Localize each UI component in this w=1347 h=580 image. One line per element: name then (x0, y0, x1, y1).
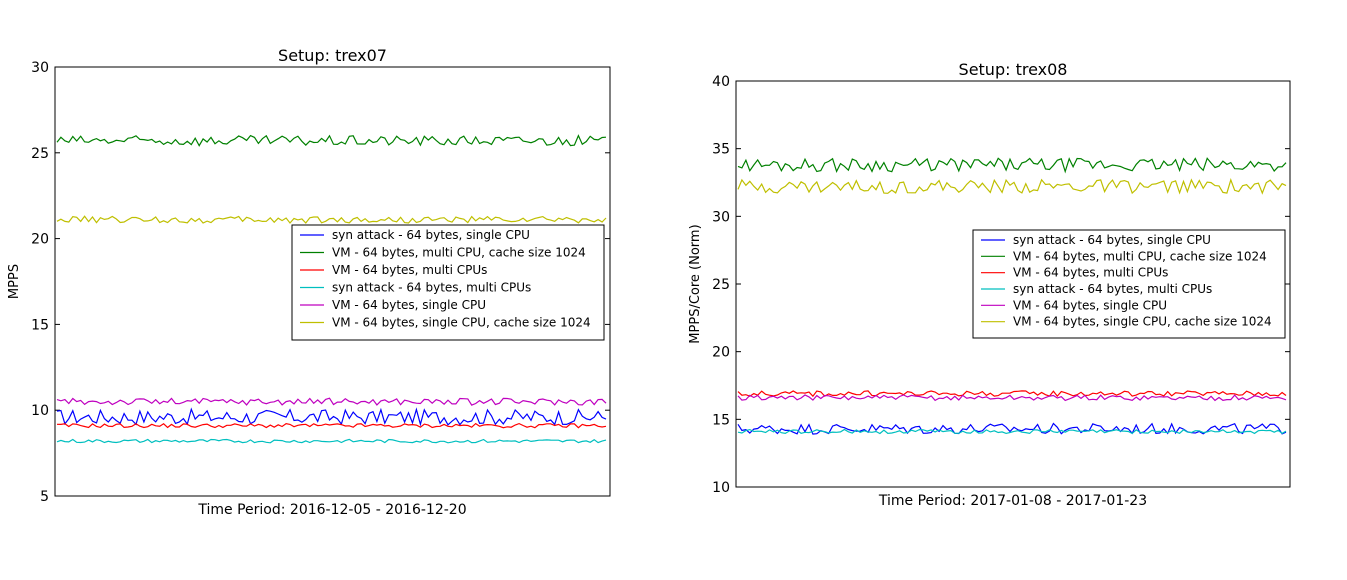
y-axis-label: MPPS/Core (Norm) (688, 224, 703, 343)
series-line-3 (56, 422, 607, 429)
legend-label-6: VM - 64 bytes, single CPU, cache size 10… (1013, 315, 1272, 329)
series-line-2 (737, 157, 1287, 174)
legend-label-1: syn attack - 64 bytes, single CPU (332, 228, 530, 242)
y-tick-label: 30 (31, 60, 49, 76)
chart-title: Setup: trex08 (959, 60, 1068, 79)
y-tick-label: 20 (712, 345, 730, 361)
legend-label-5: VM - 64 bytes, single CPU (1013, 298, 1167, 312)
legend-label-4: syn attack - 64 bytes, multi CPUs (332, 281, 531, 295)
legend-label-5: VM - 64 bytes, single CPU (332, 298, 486, 312)
legend-label-4: syn attack - 64 bytes, multi CPUs (1013, 282, 1212, 296)
legend-label-6: VM - 64 bytes, single CPU, cache size 10… (332, 316, 591, 330)
legend: syn attack - 64 bytes, single CPU VM - 64… (972, 229, 1286, 339)
series-line-5 (737, 394, 1287, 402)
legend-label-1: syn attack - 64 bytes, single CPU (1013, 233, 1211, 247)
series-line-6 (737, 178, 1287, 195)
series-line-4 (56, 438, 607, 444)
series-line-5 (56, 397, 607, 406)
series-line-6 (56, 215, 607, 224)
series-line-1 (56, 407, 607, 427)
y-tick-label: 40 (712, 74, 730, 90)
y-tick-label: 35 (712, 142, 730, 158)
y-tick-label: 15 (712, 412, 730, 428)
legend-box (972, 229, 1286, 339)
series-line-4 (737, 428, 1287, 435)
y-tick-label: 30 (712, 209, 730, 225)
y-tick-label: 25 (712, 277, 730, 293)
chart-1: Setup: trex07 Time Period: 2016-12-05 - 2… (7, 46, 611, 518)
x-axis-label: Time Period: 2016-12-05 - 2016-12-20 (197, 502, 466, 518)
legend-label-3: VM - 64 bytes, multi CPUs (1013, 266, 1168, 280)
y-tick-label: 10 (31, 403, 49, 419)
y-tick-label: 25 (31, 146, 49, 162)
chart-2: Setup: trex08 Time Period: 2017-01-08 - 2… (688, 60, 1291, 509)
legend-label-3: VM - 64 bytes, multi CPUs (332, 263, 487, 277)
series-line-3 (737, 390, 1287, 398)
y-tick-label: 15 (31, 317, 49, 333)
y-tick-label: 5 (40, 489, 49, 505)
y-axis-label: MPPS (7, 264, 22, 299)
legend-box (291, 224, 605, 341)
series-line-2 (56, 134, 607, 147)
legend-label-2: VM - 64 bytes, multi CPU, cache size 102… (332, 246, 586, 260)
legend-label-2: VM - 64 bytes, multi CPU, cache size 102… (1013, 249, 1267, 263)
legend: syn attack - 64 bytes, single CPU VM - 64… (291, 224, 605, 341)
chart-title: Setup: trex07 (278, 46, 387, 65)
y-tick-label: 20 (31, 232, 49, 248)
x-axis-label: Time Period: 2017-01-08 - 2017-01-23 (878, 493, 1147, 509)
y-tick-label: 10 (712, 480, 730, 496)
